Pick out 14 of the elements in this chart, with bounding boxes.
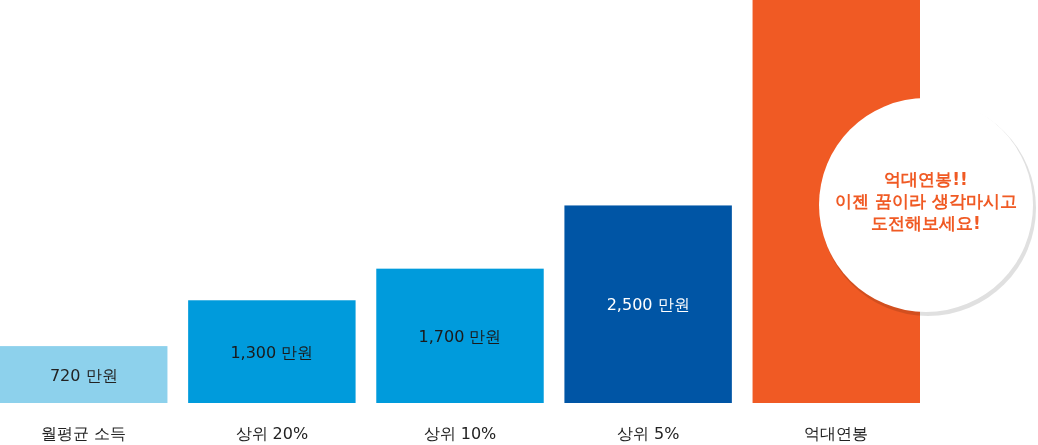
x-tick-label: 억대연봉 [804, 424, 869, 443]
x-tick-label: 월평균 소득 [41, 424, 127, 443]
data-label: 720 만원 [49, 365, 118, 385]
data-label: 1,700 만원 [418, 326, 502, 346]
bar [376, 268, 544, 403]
x-tick-label: 상위 20% [235, 424, 309, 443]
bar [188, 300, 356, 403]
x-tick-label: 상위 10% [423, 424, 497, 443]
bar [564, 205, 732, 403]
data-label: 1,300 만원 [230, 342, 314, 362]
x-tick-label: 상위 5% [616, 424, 680, 443]
data-label: 2,500 만원 [606, 295, 690, 315]
bar [0, 346, 168, 403]
annotation: 억대연봉!! 이젠 꿈이라 생각마시고 도전해보세요! [835, 169, 1017, 233]
